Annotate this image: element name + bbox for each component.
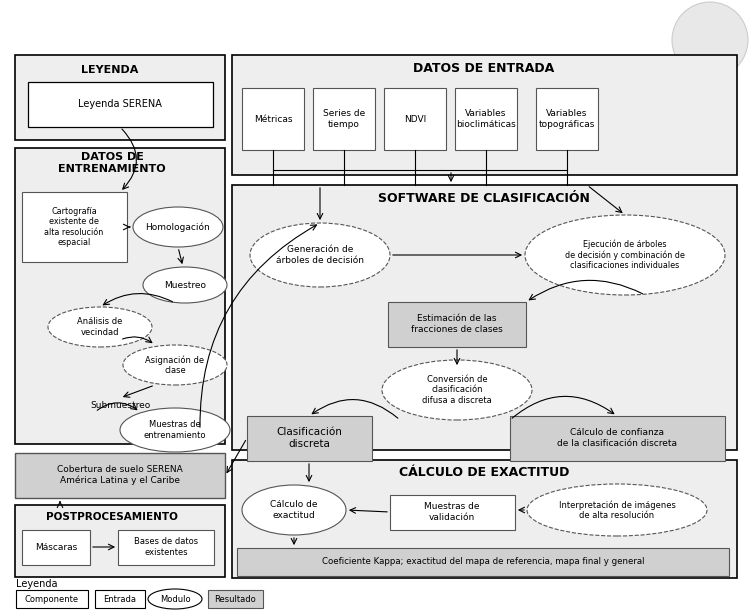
Text: DATOS DE
ENTRENAMIENTO: DATOS DE ENTRENAMIENTO [58,152,166,174]
Text: Análisis de
vecindad: Análisis de vecindad [78,318,123,337]
Ellipse shape [133,207,223,247]
Bar [510,416,725,461]
Bar [247,416,372,461]
Text: LEYENDA: LEYENDA [81,65,139,75]
Bar [15,505,225,577]
Text: SOFTWARE DE CLASIFICACIÓN: SOFTWARE DE CLASIFICACIÓN [378,191,590,205]
Circle shape [672,2,748,78]
Text: Modulo: Modulo [160,595,190,604]
Text: Bases de datos
existentes: Bases de datos existentes [134,538,198,557]
Text: DATOS DE ENTRADA: DATOS DE ENTRADA [413,61,555,75]
Text: Componente: Componente [25,595,79,604]
Bar [22,192,127,262]
Ellipse shape [120,408,230,452]
Bar [28,82,213,127]
Text: Clasificación
discreta: Clasificación discreta [276,427,342,449]
Bar [15,55,225,140]
Ellipse shape [242,485,346,535]
Text: Submuestreo: Submuestreo [90,400,150,409]
Text: Máscaras: Máscaras [35,543,77,552]
Text: Homologación: Homologación [146,223,210,232]
Bar [232,55,737,175]
Text: Interpretación de imágenes
de alta resolución: Interpretación de imágenes de alta resol… [559,500,676,520]
Text: Conversión de
clasificación
difusa a discreta: Conversión de clasificación difusa a dis… [422,375,492,405]
Text: Leyenda SERENA: Leyenda SERENA [78,99,162,109]
Text: Leyenda: Leyenda [16,579,57,589]
Text: Muestras de
validación: Muestras de validación [425,502,480,522]
Text: Entrada: Entrada [103,595,136,604]
Text: Coeficiente Kappa; exactitud del mapa de referencia, mapa final y general: Coeficiente Kappa; exactitud del mapa de… [322,557,644,566]
Text: Ejecución de árboles
de decisión y combinación de
clasificaciones individuales: Ejecución de árboles de decisión y combi… [565,240,685,270]
Ellipse shape [123,345,227,385]
Ellipse shape [148,589,202,609]
Text: Muestreo: Muestreo [164,281,206,289]
Bar [232,185,737,450]
Text: Cálculo de
exactitud: Cálculo de exactitud [270,500,317,520]
Text: Generación de
árboles de decisión: Generación de árboles de decisión [276,245,364,265]
Bar [208,590,263,608]
Ellipse shape [527,484,707,536]
Ellipse shape [48,307,152,347]
Text: NDVI: NDVI [404,115,426,123]
Text: Resultado: Resultado [214,595,256,604]
Text: Estimación de las
fracciones de clases: Estimación de las fracciones de clases [411,314,503,333]
Bar [384,88,446,150]
Bar [15,148,225,444]
Text: Variables
topográficas: Variables topográficas [539,109,595,129]
Bar [388,302,526,347]
Text: Asignación de
clase: Asignación de clase [146,355,204,375]
Bar [118,530,214,565]
Bar [242,88,304,150]
Bar [390,495,515,530]
Bar [15,453,225,498]
Bar [16,590,88,608]
Ellipse shape [143,267,227,303]
Text: Series de
tiempo: Series de tiempo [323,109,365,129]
Bar [536,88,598,150]
Ellipse shape [525,215,725,295]
Bar [455,88,517,150]
Text: Cálculo de confianza
de la clasificación discreta: Cálculo de confianza de la clasificación… [557,428,677,447]
Bar [313,88,375,150]
Text: CÁLCULO DE EXACTITUD: CÁLCULO DE EXACTITUD [399,465,569,479]
Text: Cartografía
existente de
alta resolución
espacial: Cartografía existente de alta resolución… [44,207,103,247]
Ellipse shape [250,223,390,287]
Ellipse shape [382,360,532,420]
Text: POSTPROCESAMIENTO: POSTPROCESAMIENTO [46,512,178,522]
Bar [237,548,729,576]
Text: Cobertura de suelo SERENA
América Latina y el Caribe: Cobertura de suelo SERENA América Latina… [57,465,183,485]
Bar [232,460,737,578]
Text: Métricas: Métricas [254,115,293,123]
Text: Muestras de
entrenamiento: Muestras de entrenamiento [144,421,207,440]
Bar [22,530,90,565]
Text: Variables
bioclimáticas: Variables bioclimáticas [456,109,516,129]
Bar [95,590,145,608]
